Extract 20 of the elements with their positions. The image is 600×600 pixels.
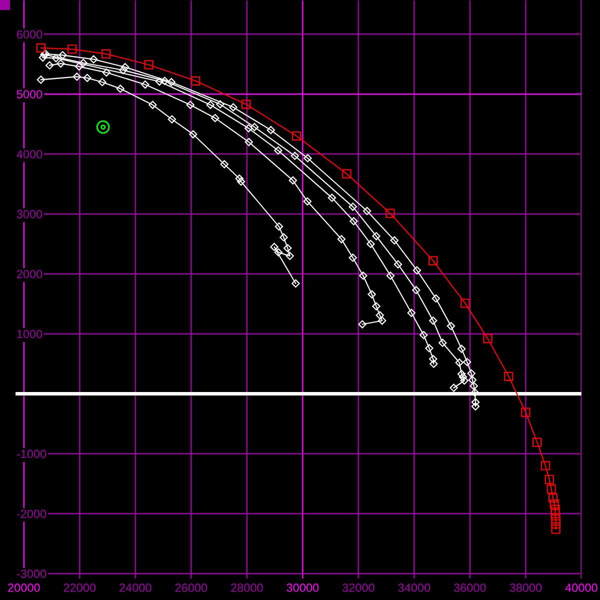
y-tick-label: 6000 — [16, 30, 42, 39]
y-tick-label: -1000 — [16, 450, 46, 458]
y-tick-label: 2000 — [16, 270, 42, 278]
x-tick-label: 38000 — [510, 583, 542, 592]
x-tick-label: 20000 — [8, 583, 40, 592]
x-tick-label: 24000 — [120, 583, 152, 592]
y-tick-label: 5000 — [16, 90, 42, 98]
x-tick-label: 32000 — [342, 583, 374, 592]
x-tick-label: 40000 — [565, 583, 598, 592]
x-tick-label: 26000 — [175, 583, 208, 592]
y-tick-label: 3000 — [16, 210, 42, 218]
x-tick-label: 30000 — [286, 583, 319, 592]
x-tick-label: 28000 — [231, 583, 263, 592]
y-tick-label: -2000 — [16, 510, 46, 518]
y-tick-label: -3000 — [16, 570, 46, 578]
x-tick-label: 22000 — [64, 583, 96, 592]
x-tick-label: 34000 — [398, 583, 430, 592]
y-tick-label: 1000 — [17, 330, 42, 338]
x-tick-label: 36000 — [454, 583, 486, 592]
y-tick-label: 4000 — [16, 150, 42, 158]
